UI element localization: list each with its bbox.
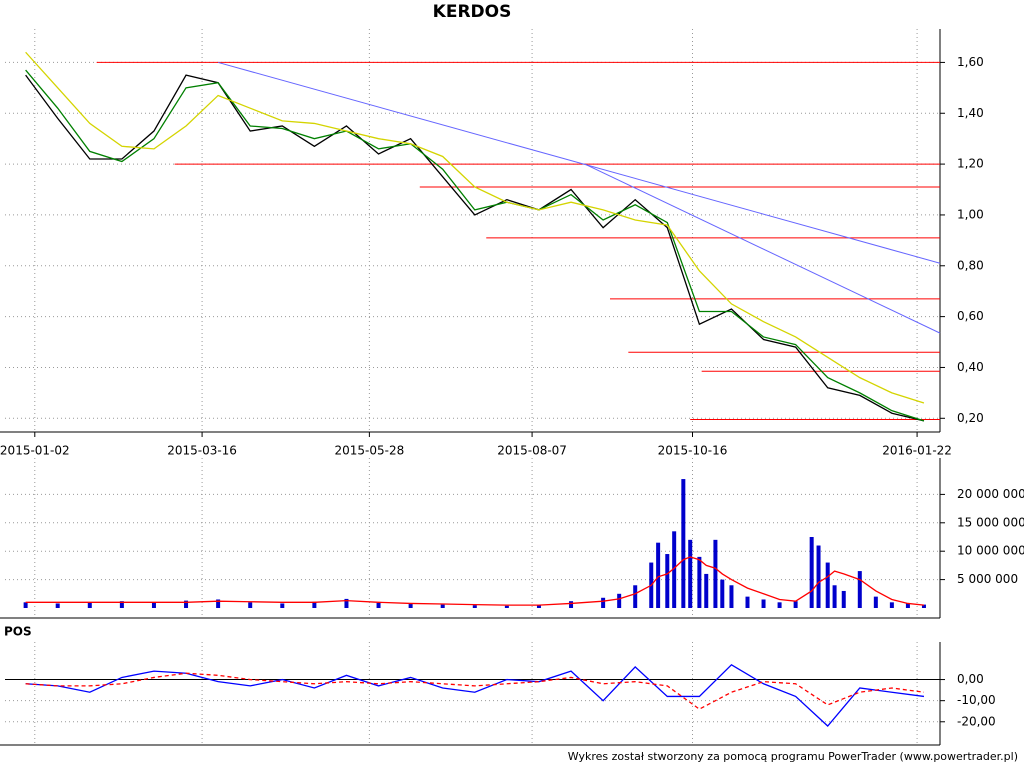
volume-bar — [87, 602, 92, 608]
volume-bar — [825, 562, 830, 608]
trend-line — [217, 61, 941, 264]
y-tick-label: 5 000 000 — [957, 572, 1018, 586]
y-tick-label: 15 000 000 — [957, 515, 1024, 529]
volume-bar — [688, 539, 693, 608]
volume-bar — [440, 604, 445, 608]
volume-bar — [809, 537, 814, 608]
volume-bar — [729, 585, 734, 608]
y-tick-label: 1,60 — [957, 55, 984, 69]
volume-bar — [905, 603, 910, 608]
volume-bar — [793, 601, 798, 608]
volume-bar — [857, 571, 862, 608]
y-tick-label: 0,00 — [957, 672, 984, 686]
y-tick-label: 0,20 — [957, 411, 984, 425]
x-tick-label: 2016-01-22 — [882, 444, 952, 458]
x-tick-label: 2015-08-07 — [497, 444, 567, 458]
volume-bar — [761, 599, 766, 608]
y-tick-label: 1,20 — [957, 157, 984, 171]
volume-bar — [312, 601, 317, 608]
volume-bar — [504, 605, 509, 608]
volume-bar — [704, 573, 709, 608]
volume-bar — [720, 579, 725, 608]
y-tick-label: 0,80 — [957, 258, 984, 272]
volume-bar — [344, 598, 349, 608]
volume-bar — [841, 590, 846, 608]
volume-bar — [184, 600, 189, 608]
x-tick-label: 2015-01-02 — [0, 444, 70, 458]
volume-bar — [151, 602, 156, 608]
y-tick-label: -10,00 — [957, 693, 996, 707]
volume-bar — [672, 531, 677, 608]
volume-bar — [569, 601, 574, 608]
series-line — [25, 663, 925, 727]
series-line — [25, 69, 925, 422]
volume-bar — [408, 604, 413, 608]
series-line — [25, 74, 925, 422]
chart-title: KERDOS — [433, 2, 512, 22]
volume-bar — [216, 599, 221, 608]
volume-bar — [376, 602, 381, 608]
y-tick-label: 0,60 — [957, 309, 984, 323]
volume-bar — [23, 602, 28, 608]
volume-bar — [921, 604, 926, 608]
series-line — [25, 556, 925, 606]
x-tick-label: 2015-03-16 — [167, 444, 237, 458]
volume-bar — [617, 593, 622, 608]
y-tick-label: 1,00 — [957, 207, 984, 221]
volume-bar — [472, 605, 477, 608]
volume-bar — [55, 603, 60, 608]
volume-bar — [697, 556, 702, 608]
volume-bar — [665, 554, 670, 608]
volume-bar — [536, 604, 541, 608]
volume-bar — [656, 542, 661, 608]
volume-bar — [873, 596, 878, 608]
volume-bar — [832, 585, 837, 608]
series-line — [25, 672, 925, 710]
trend-line — [584, 163, 941, 334]
volume-bar — [713, 539, 718, 608]
y-tick-label: 0,40 — [957, 360, 984, 374]
x-tick-label: 2015-10-16 — [658, 444, 728, 458]
volume-bar — [633, 585, 638, 608]
series-line — [25, 51, 925, 404]
volume-bar — [777, 602, 782, 608]
volume-bar — [745, 596, 750, 608]
panel-title: POS — [4, 625, 32, 639]
volume-bar — [889, 602, 894, 608]
footer: Wykres został stworzony za pomocą progra… — [568, 750, 1018, 763]
y-tick-label: -20,00 — [957, 714, 996, 728]
x-tick-label: 2015-05-28 — [335, 444, 405, 458]
volume-bar — [681, 479, 686, 608]
volume-bar — [816, 545, 821, 608]
y-tick-label: 1,40 — [957, 106, 984, 120]
y-tick-label: 20 000 000 — [957, 487, 1024, 501]
volume-bar — [601, 597, 606, 608]
y-tick-label: 10 000 000 — [957, 544, 1024, 558]
volume-bar — [280, 603, 285, 608]
volume-bar — [119, 601, 124, 608]
volume-bar — [248, 602, 253, 608]
